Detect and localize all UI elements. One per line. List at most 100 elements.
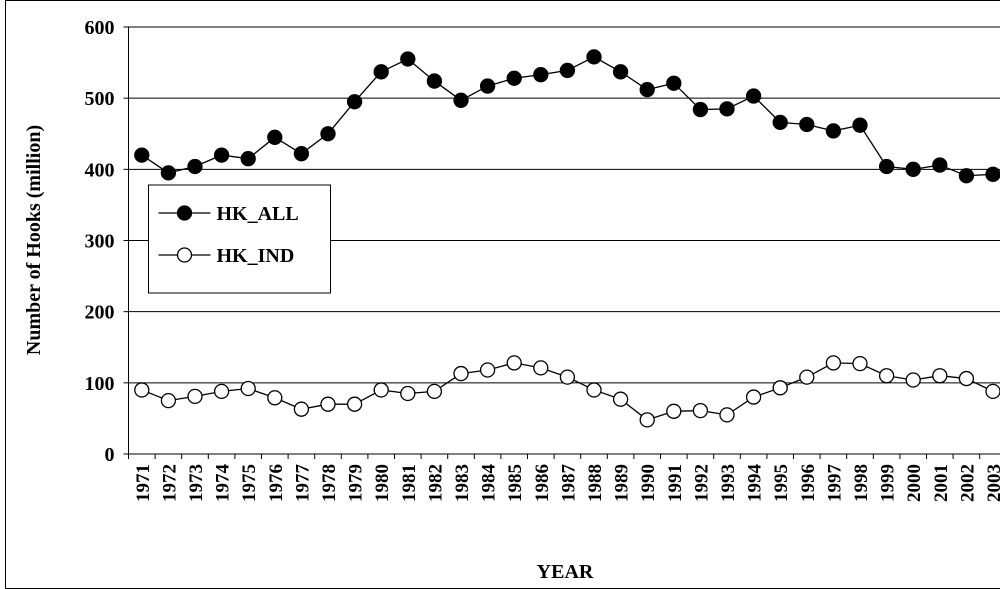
marker [666, 75, 682, 91]
marker [799, 116, 815, 133]
marker [533, 360, 549, 376]
marker [878, 158, 895, 175]
marker [612, 64, 629, 80]
marker [958, 370, 975, 387]
x-tick-label: 1977 [292, 464, 313, 503]
x-tick-label: 1995 [771, 464, 792, 502]
legend-label: HK_IND [217, 245, 295, 267]
x-tick-label: 1989 [612, 464, 633, 502]
marker [453, 365, 469, 382]
marker [346, 94, 363, 110]
legend-label: HK_ALL [217, 203, 299, 225]
marker [932, 368, 948, 384]
marker [586, 382, 602, 398]
marker [719, 101, 735, 117]
marker [772, 380, 788, 396]
x-tick-label: 1971 [133, 464, 154, 502]
x-tick-label: 1987 [558, 464, 579, 503]
x-tick-label: 1998 [851, 464, 872, 502]
marker [267, 129, 283, 145]
marker [426, 73, 443, 89]
x-tick-label: 1999 [878, 464, 899, 502]
x-tick-label: 2003 [984, 464, 1000, 502]
x-tick-label: 1985 [505, 464, 526, 502]
marker [799, 369, 815, 385]
marker [506, 355, 522, 371]
y-tick-label: 300 [85, 231, 115, 253]
marker [134, 382, 150, 398]
marker [240, 380, 256, 397]
marker [213, 147, 230, 163]
x-tick-label: 1988 [585, 464, 606, 502]
marker [852, 355, 868, 372]
marker [692, 402, 709, 419]
marker [852, 117, 868, 133]
y-tick-label: 200 [85, 302, 115, 324]
marker [878, 368, 895, 384]
marker [825, 123, 842, 139]
x-tick-label: 1979 [346, 464, 367, 502]
marker [932, 157, 948, 173]
marker [719, 407, 735, 423]
marker [745, 88, 762, 104]
marker [320, 126, 336, 142]
x-tick-label: 1983 [452, 464, 473, 502]
marker [400, 385, 416, 402]
marker [905, 161, 921, 177]
x-tick-label: 1984 [479, 463, 500, 502]
marker [745, 389, 762, 405]
y-tick-label: 500 [85, 88, 115, 110]
marker [612, 391, 629, 407]
marker [373, 64, 389, 80]
legend-box [148, 184, 331, 294]
marker [639, 412, 655, 428]
marker [559, 62, 576, 79]
y-tick-label: 0 [105, 444, 115, 466]
marker [453, 92, 469, 108]
x-tick-label: 1993 [718, 464, 739, 502]
marker [187, 158, 203, 175]
marker [692, 101, 709, 118]
marker [985, 383, 1000, 400]
marker [373, 382, 389, 398]
marker [506, 70, 522, 86]
x-tick-label: 1978 [319, 464, 340, 502]
x-tick-label: 1991 [665, 464, 686, 502]
x-tick-label: 1986 [532, 464, 553, 502]
x-tick-label: 1980 [372, 464, 393, 502]
y-tick-label: 600 [85, 17, 115, 39]
marker [479, 78, 496, 94]
marker [293, 146, 310, 162]
x-tick-label: 1990 [638, 464, 659, 502]
marker [160, 165, 177, 181]
marker [958, 168, 975, 184]
x-tick-label: 1996 [798, 464, 819, 502]
x-tick-label: 1992 [691, 464, 712, 502]
x-tick-label: 1975 [239, 464, 260, 502]
marker [479, 362, 496, 378]
marker [400, 51, 416, 67]
x-tick-label: 1973 [186, 464, 207, 502]
x-axis-label: YEAR [537, 561, 594, 583]
marker [666, 403, 682, 419]
marker [985, 166, 1000, 182]
x-tick-label: 1972 [159, 464, 180, 502]
legend-marker [176, 247, 193, 263]
marker [905, 372, 921, 388]
marker [346, 396, 363, 412]
x-tick-label: 2001 [931, 464, 952, 502]
y-axis-label: Number of Hooks (million) [23, 125, 45, 355]
x-tick-label: 1994 [745, 464, 766, 503]
marker [240, 151, 256, 167]
legend-marker [176, 205, 193, 221]
marker [213, 383, 230, 400]
marker [825, 355, 842, 371]
y-tick-label: 400 [85, 159, 115, 181]
marker [559, 369, 576, 385]
marker [639, 81, 655, 98]
x-tick-label: 1974 [213, 464, 234, 503]
x-tick-label: 1997 [824, 464, 845, 503]
x-tick-label: 2000 [904, 464, 925, 502]
x-tick-label: 1982 [425, 464, 446, 502]
